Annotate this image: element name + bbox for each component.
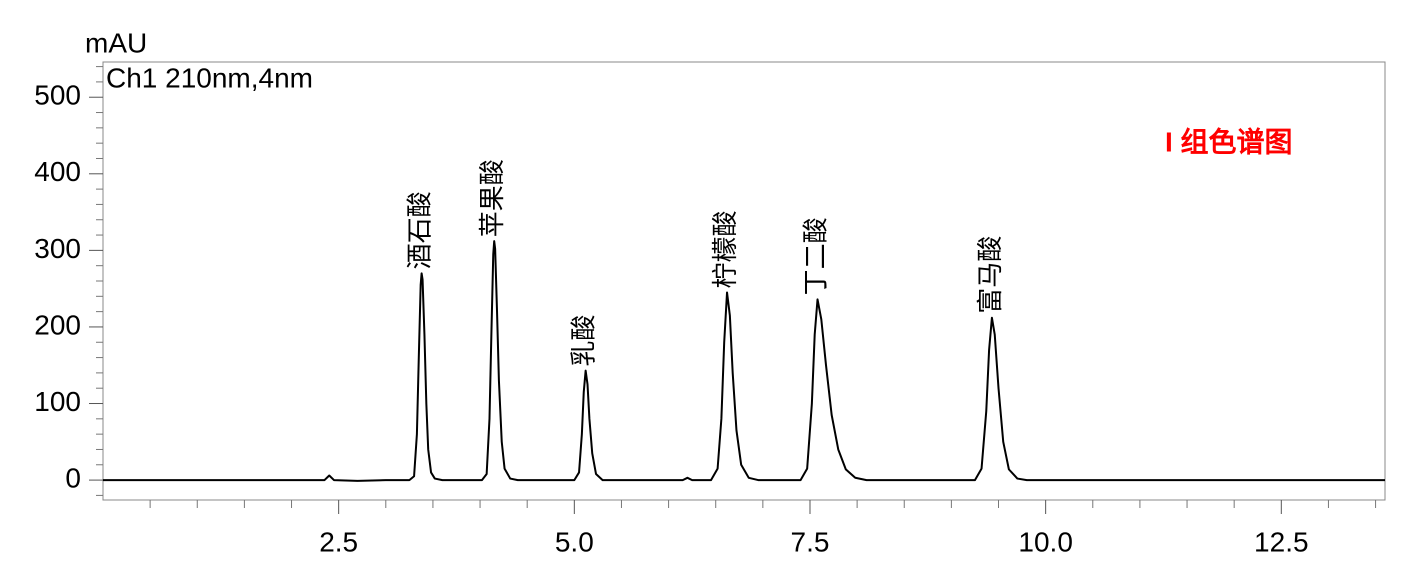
peak-label: 酒石酸 — [406, 191, 436, 269]
y-tick-label: 300 — [34, 233, 81, 264]
y-tick-label: 100 — [34, 386, 81, 417]
chart-title: I 组色谱图 — [1165, 125, 1293, 157]
x-tick-label: 2.5 — [319, 526, 358, 557]
y-tick-label: 200 — [34, 309, 81, 340]
channel-label: Ch1 210nm,4nm — [106, 62, 313, 93]
y-tick-label: 500 — [34, 80, 81, 111]
y-tick-label: 0 — [65, 462, 81, 493]
peak-label: 丁二酸 — [802, 217, 832, 295]
peak-label: 富马酸 — [976, 236, 1006, 314]
x-tick-label: 7.5 — [791, 526, 830, 557]
y-tick-label: 400 — [34, 156, 81, 187]
peak-label: 苹果酸 — [478, 159, 508, 237]
x-tick-label: 10.0 — [1018, 526, 1073, 557]
peak-label: 柠檬酸 — [711, 210, 741, 288]
x-tick-label: 12.5 — [1254, 526, 1309, 557]
x-tick-label: 5.0 — [555, 526, 594, 557]
chromatogram-trace — [103, 240, 1385, 482]
peak-label: 乳酸 — [570, 315, 600, 367]
y-unit: mAU — [85, 27, 147, 58]
